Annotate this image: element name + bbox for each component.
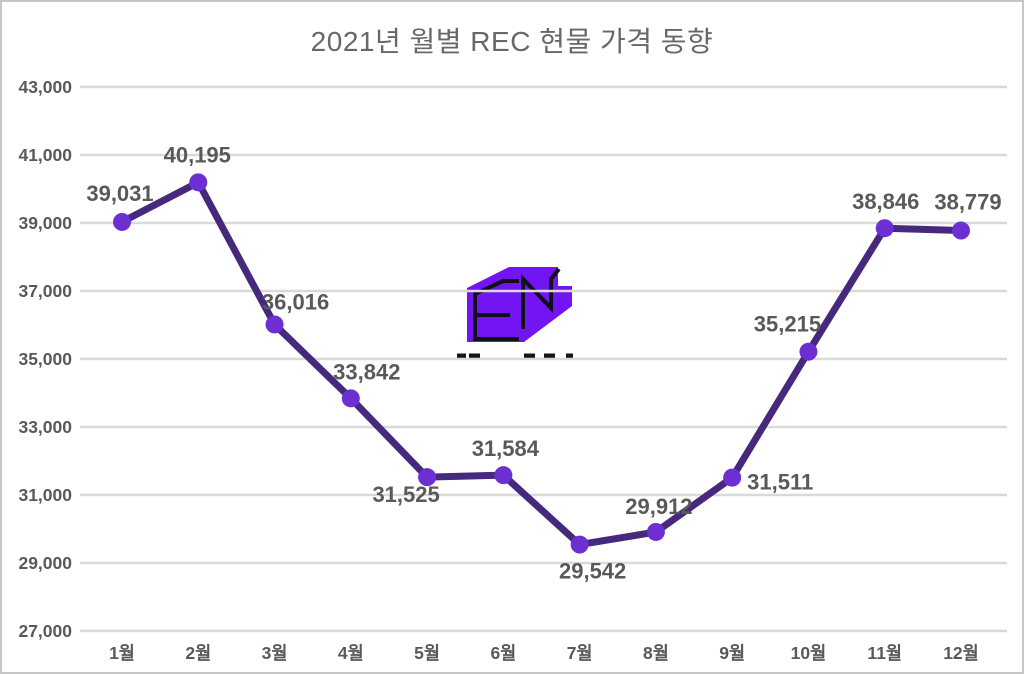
y-tick-label: 33,000 xyxy=(18,417,72,437)
data-point xyxy=(113,212,131,231)
x-tick-label: 11월 xyxy=(867,643,902,663)
y-tick-label: 37,000 xyxy=(18,281,72,301)
data-label: 31,584 xyxy=(472,436,540,461)
data-label: 36,016 xyxy=(262,289,329,314)
x-tick-label: 7월 xyxy=(567,643,593,663)
data-label: 31,525 xyxy=(372,482,439,507)
data-label: 29,542 xyxy=(559,559,626,584)
data-label: 35,215 xyxy=(754,312,821,337)
data-point xyxy=(875,219,894,238)
data-point xyxy=(723,468,742,487)
x-axis-tick-labels: 1월 2월 3월 4월 5월 6월 7월 8월 9월 10월 11월 12월 xyxy=(109,643,979,663)
x-tick-label: 3월 xyxy=(262,643,288,663)
data-point xyxy=(646,522,665,541)
x-tick-label: 9월 xyxy=(719,643,745,663)
data-point xyxy=(952,221,970,240)
series-line xyxy=(118,178,965,549)
y-tick-label: 43,000 xyxy=(18,77,72,97)
data-point xyxy=(265,315,284,334)
y-tick-label: 39,000 xyxy=(18,213,72,233)
y-tick-label: 35,000 xyxy=(18,349,72,369)
data-label: 38,846 xyxy=(852,189,919,214)
y-tick-label: 41,000 xyxy=(18,145,72,165)
watermark-text-fragment xyxy=(544,353,555,359)
x-tick-label: 12월 xyxy=(943,643,979,663)
data-point xyxy=(799,342,818,361)
en-logo-watermark xyxy=(457,267,573,359)
x-tick-label: 10월 xyxy=(791,643,827,663)
x-tick-label: 8월 xyxy=(643,643,669,663)
x-tick-label: 6월 xyxy=(490,643,516,663)
y-axis-tick-labels: 27,000 29,000 31,000 33,000 35,000 37,000 39,0… xyxy=(18,77,72,641)
data-label: 39,031 xyxy=(86,181,153,206)
data-point-markers xyxy=(113,173,970,554)
x-tick-label: 4월 xyxy=(338,643,364,663)
data-label: 29,912 xyxy=(625,494,692,519)
x-tick-label: 2월 xyxy=(185,643,211,663)
price-trend-line xyxy=(118,178,965,549)
y-tick-label: 31,000 xyxy=(18,485,72,505)
watermark-text-fragment xyxy=(566,353,573,359)
data-point xyxy=(494,466,513,485)
data-labels: 39,031 40,195 36,016 33,842 31,525 31,584 29,5… xyxy=(86,142,1001,583)
data-point xyxy=(341,389,360,408)
gridlines xyxy=(80,85,1007,633)
en-logo-icon xyxy=(467,267,572,342)
data-label: 40,195 xyxy=(164,142,231,167)
watermark-text-fragment xyxy=(524,353,535,359)
y-tick-label: 27,000 xyxy=(18,621,72,641)
x-tick-label: 1월 xyxy=(109,643,135,663)
watermark-text-fragment xyxy=(469,353,480,359)
data-label: 38,779 xyxy=(934,190,1001,215)
chart-title: 2021년 월별 REC 현물 가격 동향 xyxy=(310,26,714,57)
data-point xyxy=(570,535,589,554)
data-point xyxy=(189,173,208,192)
x-tick-label: 5월 xyxy=(414,643,440,663)
watermark-text-fragments xyxy=(457,353,573,359)
y-tick-label: 29,000 xyxy=(18,553,72,573)
data-label: 33,842 xyxy=(333,359,400,384)
en-logo-letters xyxy=(473,267,561,341)
watermark-text-fragment xyxy=(457,353,466,359)
data-point xyxy=(418,468,437,487)
data-label: 31,511 xyxy=(747,470,813,495)
